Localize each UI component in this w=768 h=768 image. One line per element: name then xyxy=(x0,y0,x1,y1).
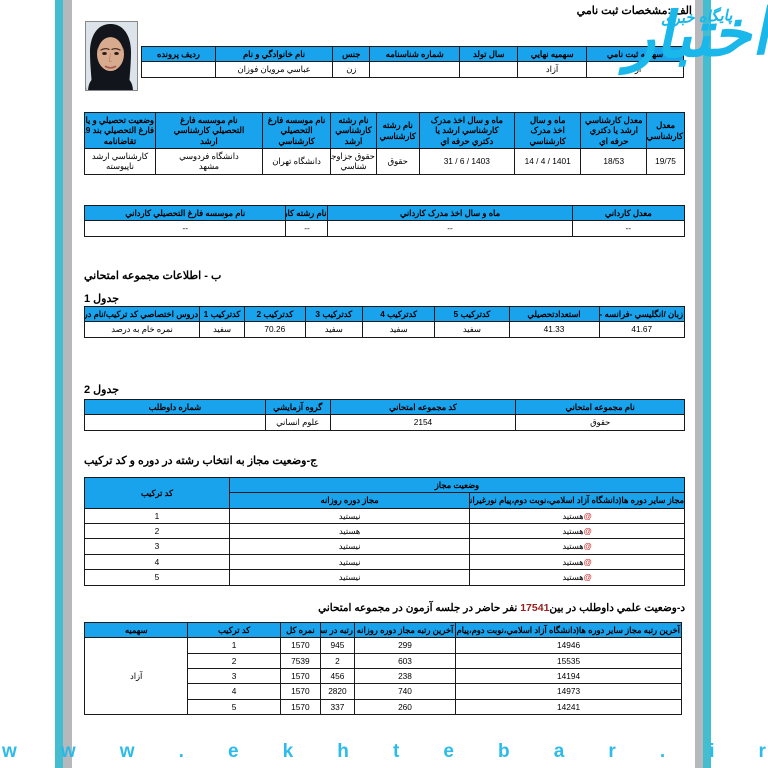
svg-text:www.sanjesh.org: www.sanjesh.org xyxy=(85,87,87,91)
